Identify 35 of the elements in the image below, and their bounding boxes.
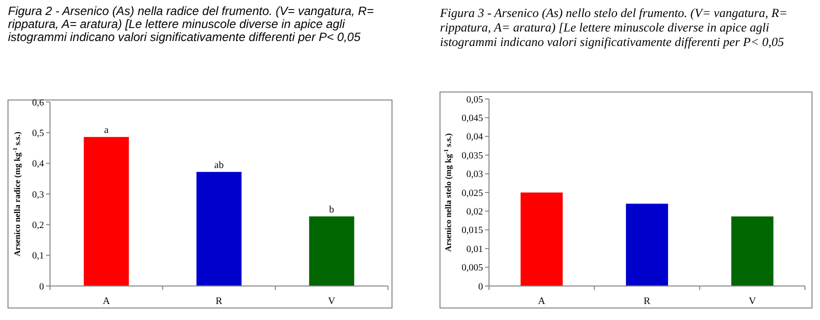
y-tick-label: 0,015 — [462, 226, 484, 236]
data-label: a — [104, 124, 110, 136]
y-tick-label: 0,6 — [32, 98, 44, 108]
bar — [626, 204, 668, 286]
y-tick-label: 0,03 — [466, 170, 484, 180]
bar — [84, 136, 129, 286]
chart-title: Figura 3 - Arsenico (As) nello stelo del frumento. (V= vangatura, R= rippatura, A= aratura) [Le lettere minuscole diverse in apice agli istogrammi indicano valori significativamente differenti per P< 0,05 — [439, 6, 788, 49]
y-tick-label: 0,01 — [466, 244, 484, 255]
y-tick-label: 0 — [39, 282, 44, 292]
y-tick-label: 0,02 — [466, 208, 484, 218]
y-tick-label: 0,035 — [462, 151, 484, 162]
bar — [520, 192, 563, 286]
x-tick-label: R — [216, 296, 223, 307]
x-tick-label: V — [748, 296, 757, 307]
x-tick-label: R — [644, 296, 651, 307]
data-label: ab — [214, 160, 224, 171]
y-tick-label: 0,045 — [462, 114, 484, 124]
y-tick-label: 0,2 — [32, 220, 44, 231]
y-tick-label: 0,04 — [466, 132, 484, 143]
bar — [731, 216, 774, 286]
y-tick-label: 0,4 — [32, 160, 44, 170]
x-tick-label: V — [328, 296, 336, 307]
x-tick-label: A — [538, 296, 546, 307]
y-tick-label: 0,05 — [466, 95, 484, 106]
data-label: b — [329, 204, 334, 216]
bar — [196, 172, 242, 286]
y-tick-label: 0,3 — [32, 190, 44, 200]
chart-title: Figura 2 - Arsenico (As) nella radice del frumento. (V= vangatura, R= rippatura, A= aratura) [Le lettere minuscole diverse in apice agli istogrammi indicano valori significativamente differenti per P< 0,05 — [8, 4, 374, 44]
y-tick-label: 0,1 — [32, 252, 44, 262]
y-tick-label: 0,025 — [462, 188, 484, 199]
bar — [309, 216, 354, 286]
y-tick-label: 0,5 — [32, 128, 44, 139]
x-tick-label: A — [102, 296, 111, 307]
y-tick-label: 0 — [478, 282, 484, 292]
y-tick-label: 0,005 — [462, 264, 484, 274]
